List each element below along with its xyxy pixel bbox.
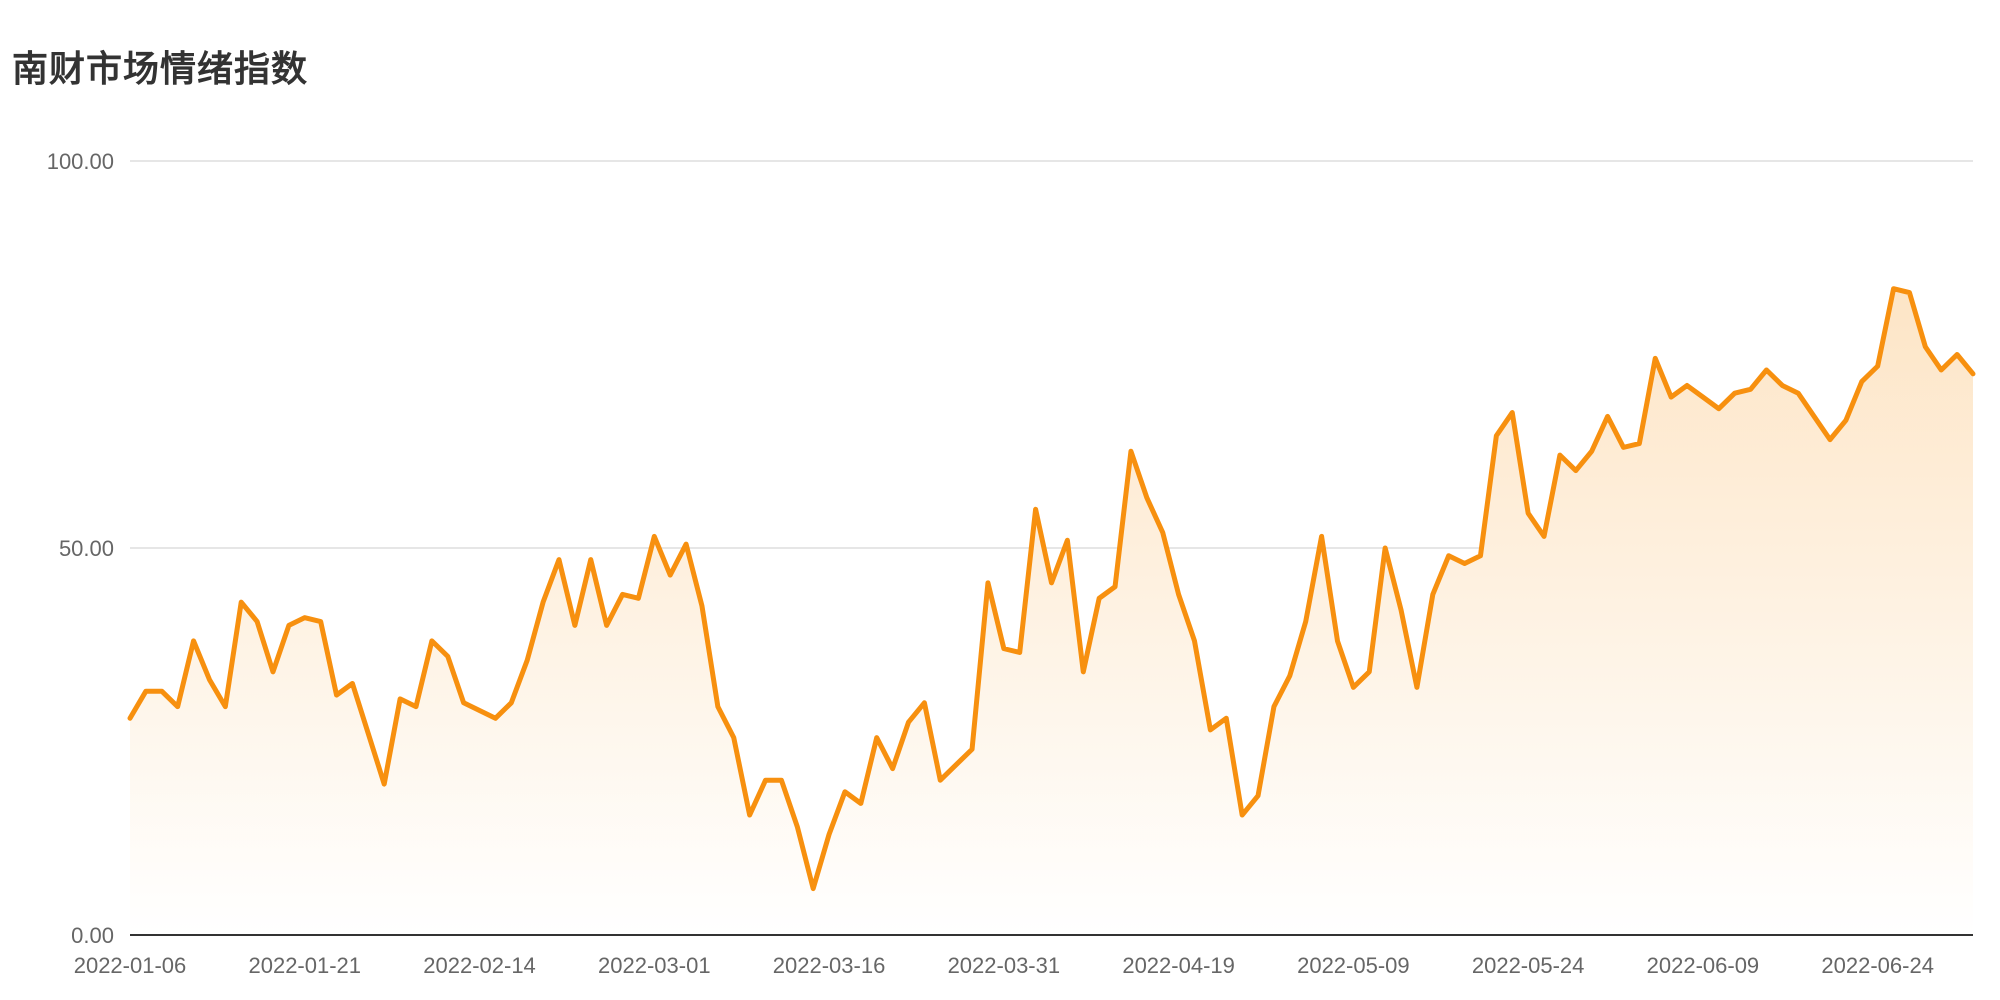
- x-tick-label: 2022-05-09: [1297, 953, 1410, 978]
- y-tick-label: 0.00: [71, 923, 114, 948]
- y-tick-label: 100.00: [47, 149, 114, 174]
- x-tick-label: 2022-01-06: [74, 953, 187, 978]
- x-tick-label: 2022-02-14: [423, 953, 536, 978]
- x-tick-label: 2022-05-24: [1472, 953, 1585, 978]
- series-line: [127, 286, 1976, 892]
- y-tick-label: 50.00: [59, 536, 114, 561]
- area-fill: [130, 288, 1973, 936]
- x-tick-label: 2022-03-16: [773, 953, 886, 978]
- x-tick-label: 2022-03-01: [598, 953, 711, 978]
- x-tick-label: 2022-03-31: [948, 953, 1061, 978]
- y-axis-ticks: 0.00 50.00 100.00: [47, 149, 114, 948]
- x-tick-label: 2022-06-09: [1647, 953, 1760, 978]
- x-tick-label: 2022-06-24: [1821, 953, 1934, 978]
- x-tick-label: 2022-01-21: [248, 953, 361, 978]
- x-tick-label: 2022-04-19: [1122, 953, 1235, 978]
- chart-title: 南财市场情绪指数: [12, 49, 309, 90]
- x-axis-ticks: 2022-01-06 2022-01-21 2022-02-14 2022-03-01…: [74, 953, 1934, 978]
